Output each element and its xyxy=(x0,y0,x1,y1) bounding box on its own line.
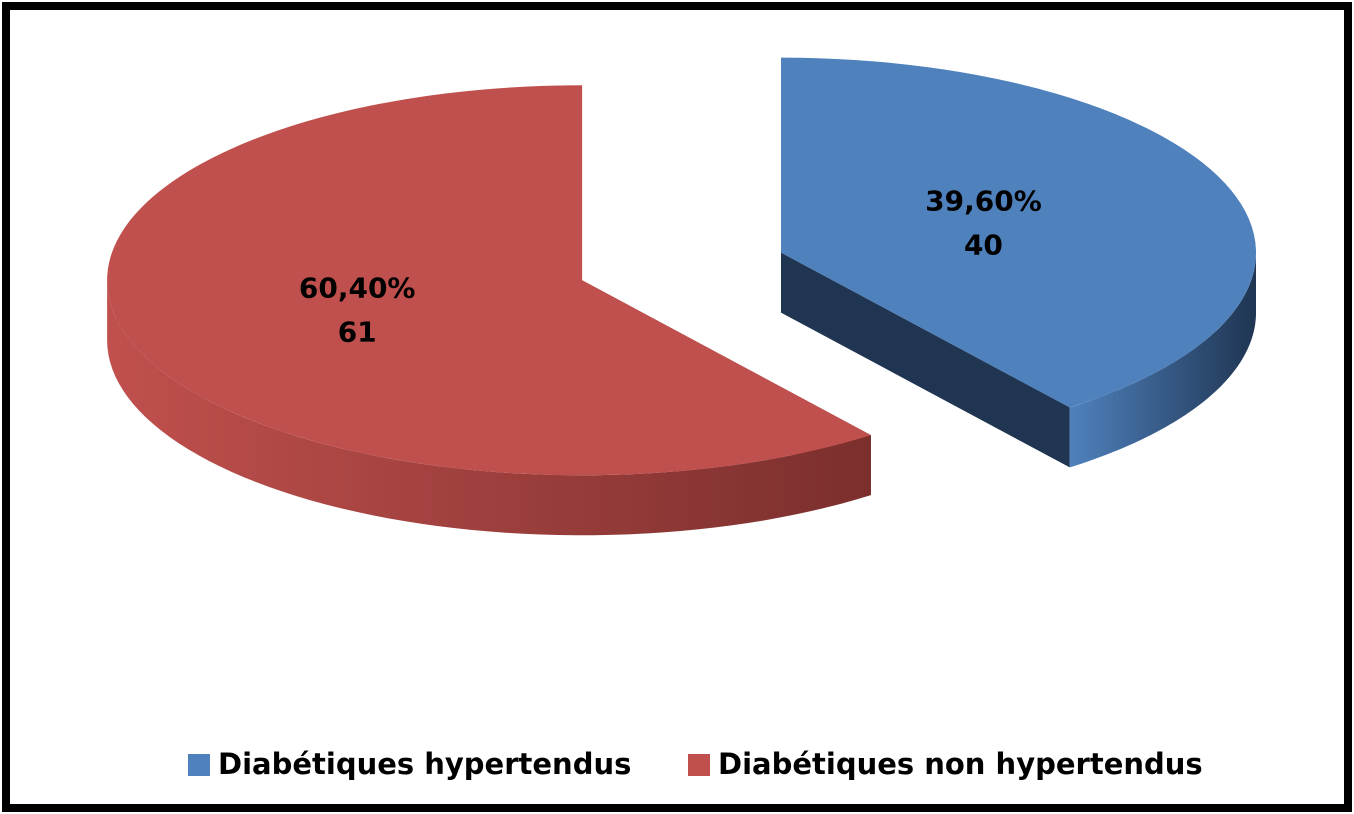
legend-swatch xyxy=(188,754,210,776)
pie-slice xyxy=(781,57,1257,408)
legend-swatch xyxy=(688,754,710,776)
slice-cut-face xyxy=(781,252,1070,468)
data-label: 39,60% xyxy=(925,184,1042,217)
data-label: 60,40% xyxy=(299,272,416,305)
legend-label: Diabétiques non hypertendus xyxy=(718,747,1203,781)
slice-side xyxy=(1069,252,1257,468)
slice-side xyxy=(107,280,871,536)
pie-slice xyxy=(107,85,871,476)
count-label: 61 xyxy=(338,316,377,349)
count-label: 40 xyxy=(964,228,1003,261)
legend-label: Diabétiques hypertendus xyxy=(218,747,631,781)
